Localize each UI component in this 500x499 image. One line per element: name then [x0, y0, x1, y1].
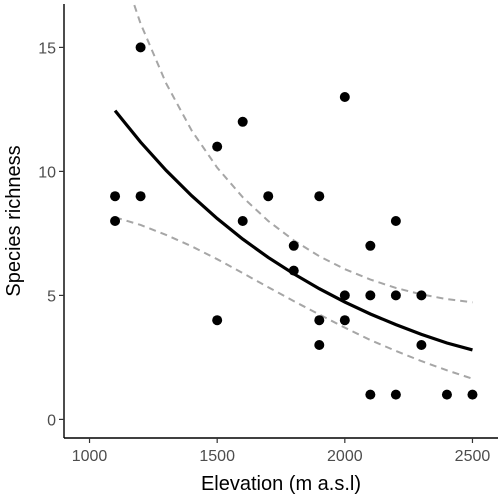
data-point	[237, 116, 248, 127]
data-point	[416, 290, 427, 301]
x-tick-label: 1500	[199, 448, 235, 465]
data-points-layer	[110, 42, 478, 400]
x-tick-label: 2500	[455, 448, 491, 465]
data-point	[135, 191, 146, 202]
data-point	[110, 216, 121, 226]
regression-fit-layer	[113, 109, 473, 352]
y-axis-title: Species richness	[3, 145, 25, 296]
data-point	[314, 340, 325, 350]
data-point	[314, 191, 325, 202]
y-tick-label: 15	[38, 40, 56, 57]
data-point	[390, 216, 401, 226]
data-point	[416, 340, 427, 350]
data-point	[467, 389, 478, 400]
y-tick-label: 5	[47, 288, 56, 305]
y-tick-label: 10	[38, 164, 56, 181]
data-point	[135, 42, 146, 53]
data-point	[237, 216, 248, 226]
data-point	[339, 92, 350, 102]
data-point	[212, 315, 223, 326]
x-tick-label: 2000	[327, 448, 363, 465]
data-point	[212, 141, 223, 152]
data-point	[365, 240, 376, 251]
data-point	[288, 240, 299, 251]
confidence-band-layer	[114, 4, 473, 380]
data-point	[339, 290, 350, 301]
data-point	[263, 191, 274, 202]
axes-layer: 1000 1500 2000 2500 0 5 10 15	[38, 4, 498, 465]
data-point	[110, 191, 121, 202]
data-point	[314, 315, 325, 326]
x-tick-label: 1000	[72, 448, 108, 465]
data-point	[339, 315, 350, 326]
ci-upper-line	[132, 4, 473, 304]
data-point	[390, 389, 401, 400]
data-point	[390, 290, 401, 301]
ci-lower-line	[114, 216, 473, 380]
data-point	[441, 389, 452, 400]
data-point	[365, 389, 376, 400]
data-point	[365, 290, 376, 301]
y-tick-label: 0	[47, 412, 56, 429]
fit-line	[113, 109, 473, 352]
x-axis-title: Elevation (m a.s.l)	[201, 473, 361, 495]
data-point	[288, 265, 299, 276]
